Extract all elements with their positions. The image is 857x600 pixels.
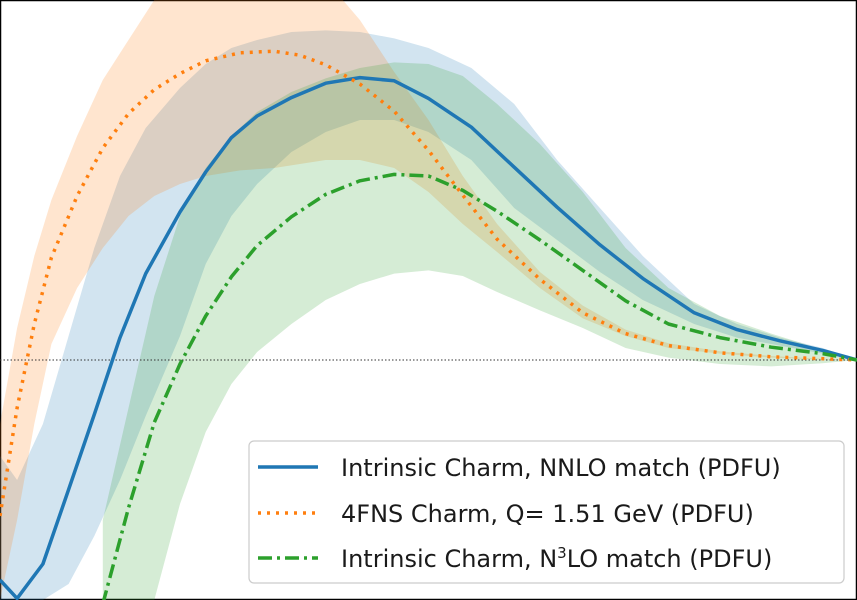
legend-label-4fns: 4FNS Charm, Q= 1.51 GeV (PDFU) [341, 500, 754, 528]
band-n3lo [102, 62, 857, 600]
line-4fns [0, 49, 857, 517]
line-nnlo [0, 75, 857, 600]
band-nnlo [0, 30, 857, 600]
legend: Intrinsic Charm, NNLO match (PDFU) 4FNS … [248, 440, 845, 584]
series-lines [0, 49, 857, 600]
legend-box [248, 440, 845, 584]
legend-label-nnlo: Intrinsic Charm, NNLO match (PDFU) [341, 454, 781, 482]
line-n3lo [102, 172, 857, 600]
legend-label-n3lo: Intrinsic Charm, N3LO match (PDFU) [341, 544, 772, 573]
